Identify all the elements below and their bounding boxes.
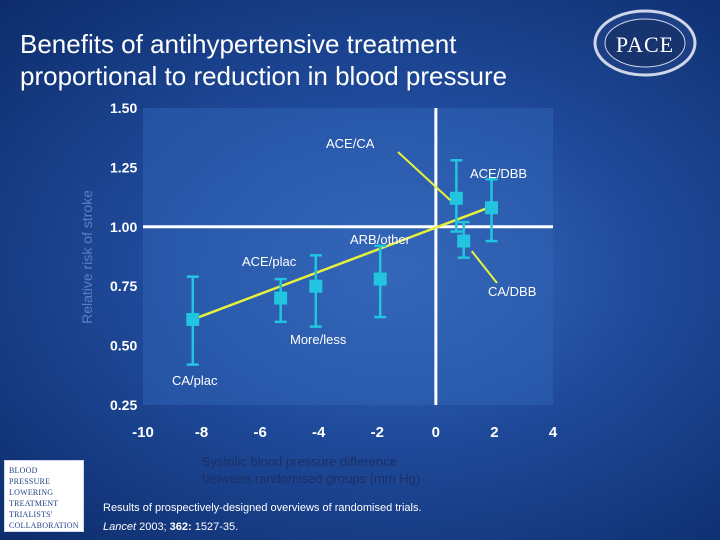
data-point [485,201,498,215]
y-tick-label: 1.50 [110,100,137,116]
data-point [186,312,200,326]
callout-ca-dbb [470,250,498,284]
title-line-2: proportional to reduction in blood press… [20,61,508,91]
data-point [457,234,471,248]
footer-note: Results of prospectively-designed overvi… [103,502,422,514]
x-tick-label: 4 [549,424,558,441]
x-tick-label: -8 [195,424,208,441]
callout-ace-ca [397,151,452,202]
data-point [449,191,463,205]
plot-area [143,108,553,405]
slide-title: Benefits of antihypertensive treatment p… [20,28,580,92]
cite-volume: 362: [169,521,192,533]
data-point [373,272,387,286]
x-tick-label: -6 [253,424,266,441]
cite-journal: Lancet [103,521,137,533]
point-annotation: CA/plac [172,373,218,388]
bpltt-line: Lowering [9,488,54,497]
y-tick-label: 0.75 [110,278,137,294]
bpltt-line: Collaboration [9,521,79,530]
x-tick-label: -2 [371,424,384,441]
title-line-1: Benefits of antihypertensive treatment [20,29,457,59]
trend-line [192,204,495,321]
footer-citation: Lancet 2003; 362: 1527-35. [103,521,238,533]
point-annotation: CA/DBB [488,284,536,299]
point-annotation: ACE/DBB [470,166,527,181]
point-annotation: ARB/other [350,232,411,247]
y-tick-label: 0.50 [110,338,137,354]
x-tick-label: -10 [132,424,154,441]
y-tick-label: 1.00 [110,219,137,235]
point-annotation: ACE/plac [242,254,297,269]
pace-logo: PACE [590,8,700,78]
x-tick-label: 2 [490,424,498,441]
y-tick-label: 0.25 [110,397,137,413]
data-point [274,291,288,305]
data-point [309,279,323,293]
x-tick-label: -4 [312,424,326,441]
bpltt-line: Treatment [9,499,59,508]
bpltt-line: Blood [9,466,38,475]
y-axis-label: Relative risk of stroke [79,190,95,324]
bpltt-line: Trialists' [9,510,53,519]
cite-year: 2003; [136,521,170,533]
pace-logo-seal [593,9,697,77]
bpltt-line: Pressure [9,477,51,486]
logo-text: PACE [615,32,675,57]
x-tick-label: 0 [432,424,440,441]
point-annotation: ACE/CA [326,136,375,151]
x-axis-label: Systolic blood pressure difference betwee… [202,454,420,486]
cite-pages: 1527-35. [191,521,239,533]
point-annotation: More/less [290,332,347,347]
y-tick-label: 1.25 [110,159,137,175]
bpltt-logo: Blood Pressure Lowering Treatment Trialists'… [4,460,84,532]
